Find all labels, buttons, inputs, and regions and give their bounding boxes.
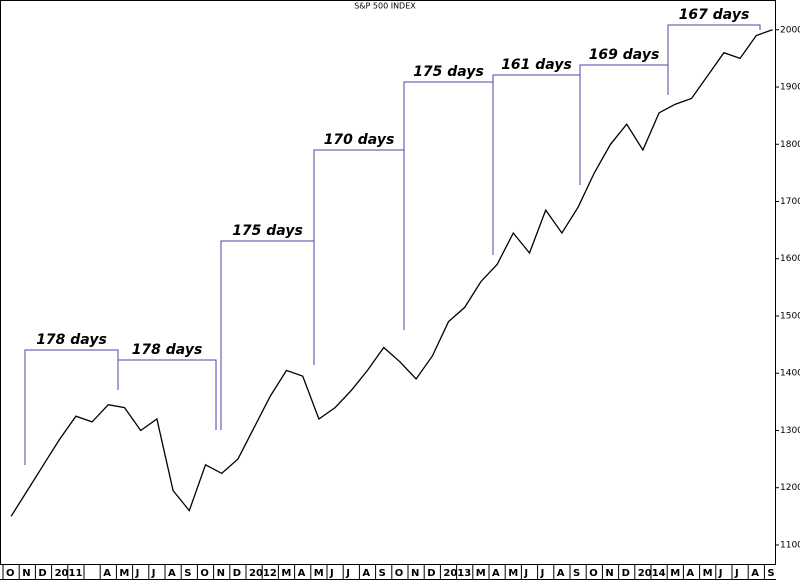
x-tick-label: A (168, 568, 176, 579)
cycle-bracket (24, 349, 119, 465)
x-tick-label: 2011 (55, 568, 83, 579)
y-tick-label: 1100 (780, 540, 800, 550)
x-tick-label: 2012 (249, 568, 277, 579)
x-tick-label: M (703, 568, 713, 579)
y-tick-label: 1300 (780, 426, 800, 436)
x-tick-label: S (379, 568, 386, 579)
cycle-bracket (403, 81, 494, 330)
x-tick-label: O (6, 568, 15, 579)
x-tick-label: 2014 (638, 568, 666, 579)
x-tick-label: A (298, 568, 306, 579)
cycle-label: 169 days (589, 47, 660, 63)
x-tick-label: M (670, 568, 680, 579)
x-tick-label: O (200, 568, 209, 579)
x-tick-label: S (767, 568, 774, 579)
x-tick-label: J (523, 568, 528, 579)
cycle-bracket (117, 359, 217, 430)
y-tick-label: 1900 (780, 83, 800, 93)
x-tick-label: O (589, 568, 598, 579)
x-tick-label: A (362, 568, 370, 579)
y-tick-label: 1600 (780, 254, 800, 264)
cycle-label: 178 days (36, 332, 107, 348)
x-tick-label: D (38, 568, 46, 579)
y-tick-label: 1400 (780, 369, 800, 379)
cycle-label: 161 days (501, 57, 572, 73)
x-tick-label: M (119, 568, 129, 579)
x-tick-label: N (22, 568, 30, 579)
cycle-bracket (492, 74, 581, 255)
x-tick-label: D (233, 568, 241, 579)
x-tick-label: M (476, 568, 486, 579)
x-tick-label: J (151, 568, 156, 579)
x-tick-label: N (605, 568, 613, 579)
x-tick-label: A (751, 568, 759, 579)
cycle-label: 178 days (132, 342, 203, 358)
cycle-bracket (579, 64, 669, 185)
x-tick-label: N (217, 568, 225, 579)
x-tick-label: J (135, 568, 140, 579)
x-tick-label: J (734, 568, 739, 579)
chart-title: S&P 500 INDEX (354, 2, 416, 11)
x-tick-label: M (508, 568, 518, 579)
x-tick-label: A (557, 568, 565, 579)
x-tick-label: J (329, 568, 334, 579)
y-tick-label: 2000 (780, 25, 800, 35)
cycle-label: 170 days (324, 132, 395, 148)
y-tick-label: 1500 (780, 311, 800, 321)
x-tick-label: D (427, 568, 435, 579)
y-tick-label: 1200 (780, 483, 800, 493)
x-tick-label: S (573, 568, 580, 579)
x-tick-label: A (103, 568, 111, 579)
x-tick-label: N (411, 568, 419, 579)
cycle-bracket (313, 149, 405, 365)
x-tick-label: J (345, 568, 350, 579)
x-tick-label: D (622, 568, 630, 579)
y-tick-label: 1700 (780, 197, 800, 207)
x-tick-label: J (718, 568, 723, 579)
x-tick-label: J (540, 568, 545, 579)
cycle-label: 175 days (413, 64, 484, 80)
x-tick-label: S (184, 568, 191, 579)
x-tick-label: M (314, 568, 324, 579)
x-tick-label: A (686, 568, 694, 579)
x-tick-label: A (492, 568, 500, 579)
price-line (10, 29, 773, 517)
x-tick-label: 2013 (443, 568, 471, 579)
x-tick-label: M (281, 568, 291, 579)
x-tick-label: O (395, 568, 404, 579)
plot-frame (0, 0, 776, 565)
cycle-bracket (667, 24, 761, 95)
cycle-label: 175 days (232, 223, 303, 239)
y-tick-label: 1800 (780, 140, 800, 150)
cycle-label: 167 days (679, 7, 750, 23)
